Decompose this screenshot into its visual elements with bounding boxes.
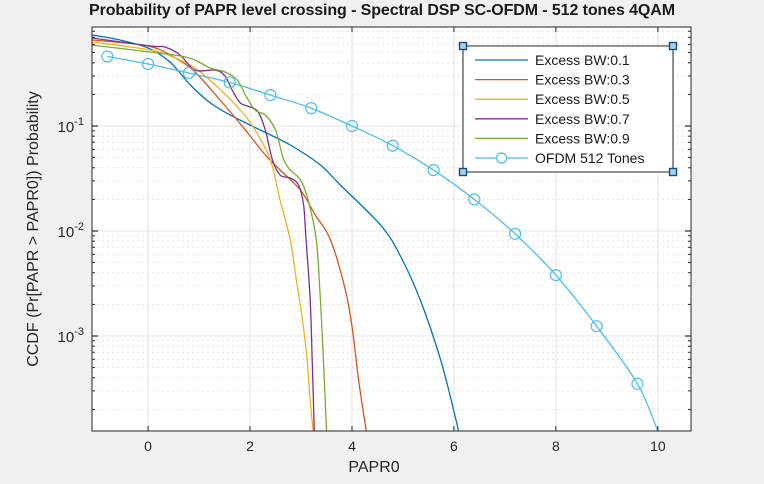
data-marker	[345, 119, 359, 133]
data-marker	[264, 88, 277, 102]
x-tick-label: 4	[348, 438, 356, 454]
legend-marker-icon	[495, 152, 508, 164]
y-tick-label: 10-1	[58, 116, 84, 136]
x-tick-label: 10	[650, 438, 666, 454]
x-tick-label: 2	[246, 438, 254, 454]
legend-entry-label: Excess BW:0.1	[535, 52, 630, 68]
resize-handle[interactable]	[458, 41, 468, 51]
resize-handle[interactable]	[458, 167, 468, 177]
data-marker	[101, 50, 114, 63]
legend[interactable]: Excess BW:0.1 Excess BW:0.3 Excess BW:0.5 E…	[458, 41, 678, 177]
x-tick-label: 8	[552, 438, 560, 454]
legend-entry-label: Excess BW:0.7	[535, 111, 630, 127]
x-tick-label: 0	[144, 438, 152, 454]
series-line-excess-bw-0-5	[92, 41, 314, 431]
series-line-excess-bw-0-1	[92, 34, 460, 431]
series-group	[92, 34, 659, 431]
ticks: 0 2 4 6 8 10 10-1 10-2 10-3	[58, 27, 691, 454]
legend-entry-label: OFDM 512 Tones	[535, 150, 644, 166]
y-tick-label: 10-2	[58, 221, 84, 241]
legend-entry-label: Excess BW:0.3	[535, 72, 630, 88]
x-axis-label: PAPR0	[348, 459, 400, 476]
legend-box	[462, 45, 674, 173]
series-line-ofdm-512-tones	[107, 55, 659, 431]
chart-title: Probability of PAPR level crossing - Spe…	[89, 2, 675, 19]
data-marker	[223, 76, 236, 89]
data-marker	[386, 139, 399, 152]
series-line-excess-bw-0-9	[92, 44, 328, 431]
legend-entry-label: Excess BW:0.9	[535, 130, 630, 146]
resize-handle[interactable]	[668, 167, 678, 177]
data-marker	[549, 269, 563, 282]
data-marker	[141, 57, 155, 71]
y-tick-label: 10-3	[58, 326, 84, 346]
data-marker	[305, 102, 318, 115]
data-marker	[468, 193, 481, 206]
data-marker	[427, 164, 440, 177]
grid	[92, 27, 691, 431]
legend-entry-label: Excess BW:0.5	[535, 91, 630, 107]
data-marker	[631, 377, 644, 390]
resize-handle[interactable]	[668, 41, 678, 51]
data-marker	[182, 66, 195, 80]
x-tick-label: 6	[450, 438, 458, 454]
axes-frame	[91, 26, 692, 432]
data-marker	[590, 320, 603, 333]
data-marker	[509, 227, 522, 240]
series-line-excess-bw-0-3	[92, 39, 367, 431]
